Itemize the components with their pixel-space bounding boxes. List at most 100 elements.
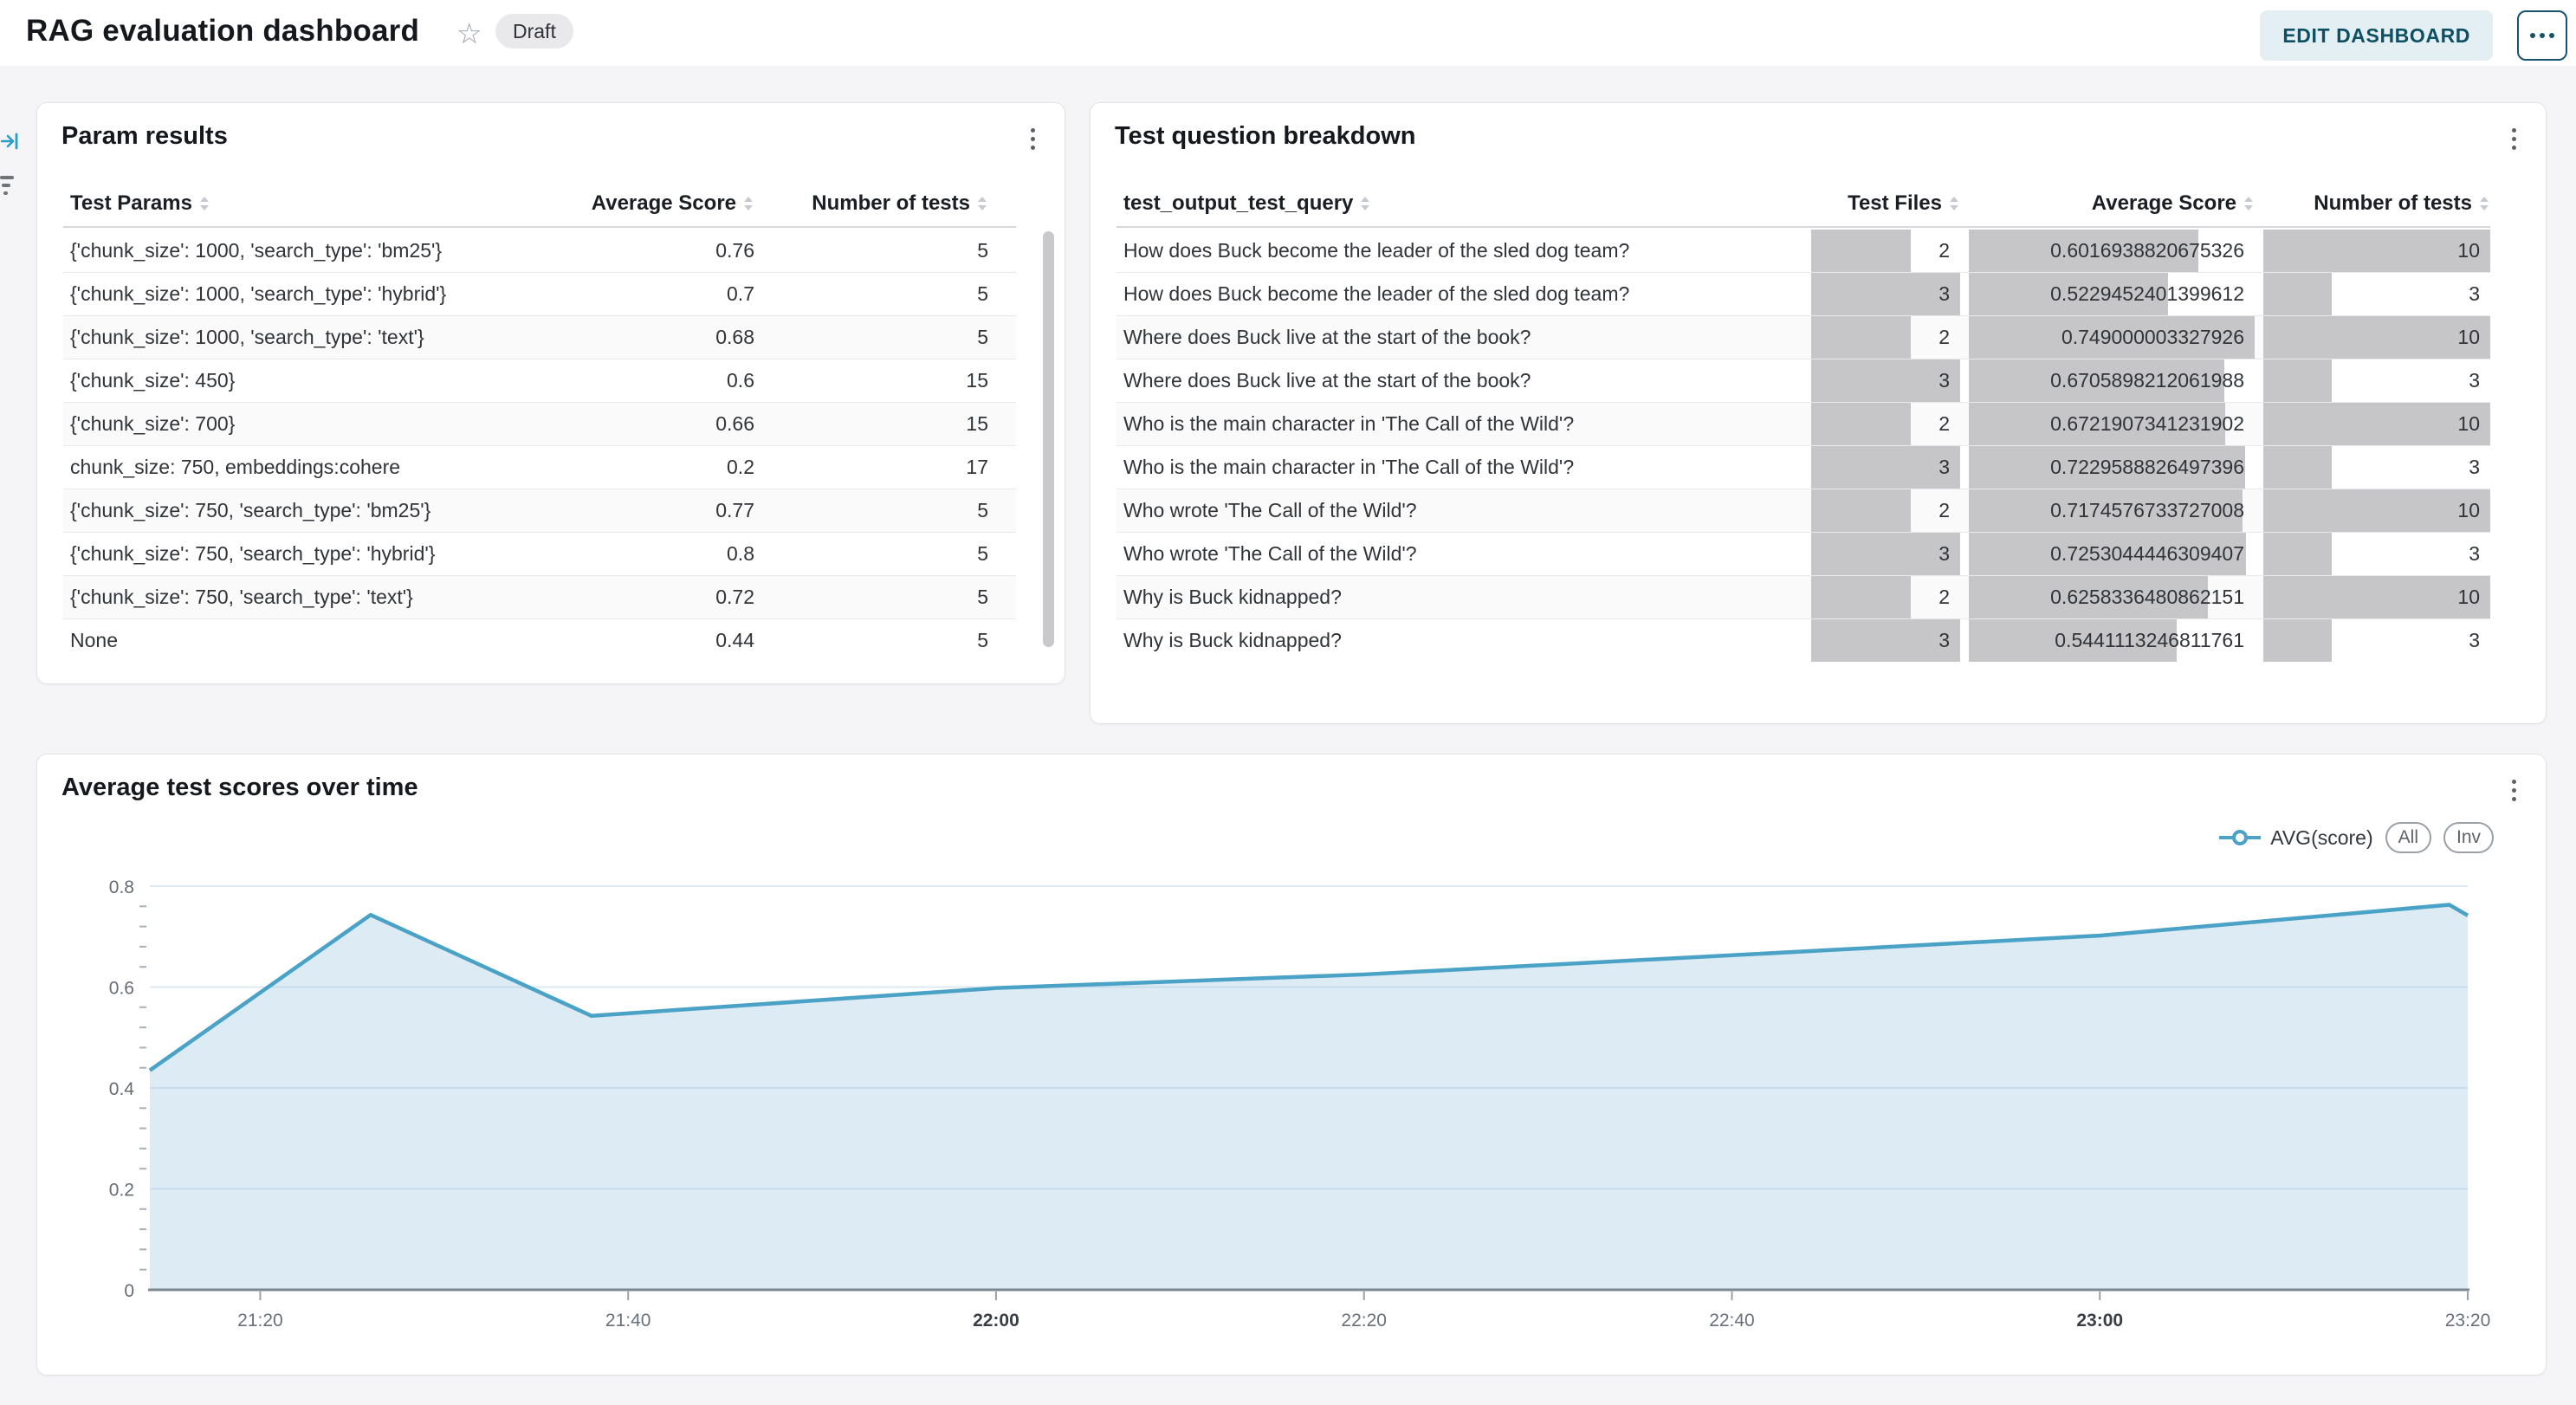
data-bar-cell: 0.749000003327926 <box>1969 316 2255 359</box>
table-row: {'chunk_size': 1000, 'search_type': 'bm2… <box>63 230 1016 273</box>
svg-text:22:00: 22:00 <box>973 1311 1019 1331</box>
cell-value: 2 <box>1938 412 1950 435</box>
cell-value: 3 <box>1938 456 1950 478</box>
more-options-button[interactable] <box>2517 10 2567 61</box>
table-cell: {'chunk_size': 750, 'search_type': 'bm25… <box>70 499 431 521</box>
kebab-menu-icon[interactable] <box>1019 124 1045 153</box>
svg-text:22:40: 22:40 <box>1709 1311 1755 1331</box>
data-bar-cell: 3 <box>2263 446 2490 489</box>
table-cell: 5 <box>977 629 988 651</box>
table-row: Where does Buck live at the start of the… <box>1116 359 2490 403</box>
legend-line-marker-icon <box>2219 830 2262 845</box>
table-cell: 0.72 <box>715 586 754 608</box>
favorite-star-icon[interactable]: ☆ <box>456 17 482 49</box>
table-header: test_output_test_query Test Files Averag… <box>1116 181 2490 228</box>
table-cell: 15 <box>966 412 988 435</box>
table-cell: 0.44 <box>715 629 754 651</box>
cell-value: 0.749000003327926 <box>2061 326 2244 348</box>
query-cell: Why is Buck kidnapped? <box>1123 586 1342 608</box>
data-bar-cell: 3 <box>1811 619 1960 662</box>
cell-value: 0.5229452401399612 <box>2050 282 2244 305</box>
column-header-average-score[interactable]: Average Score <box>1969 181 2255 226</box>
data-bar <box>2263 533 2332 575</box>
column-header-test-params[interactable]: Test Params <box>70 181 625 226</box>
svg-text:0.2: 0.2 <box>109 1181 134 1201</box>
data-bar-cell: 2 <box>1811 489 1960 532</box>
table-row: {'chunk_size': 750, 'search_type': 'bm25… <box>63 489 1016 533</box>
data-bar-cell: 3 <box>1811 533 1960 575</box>
column-header-number-of-tests[interactable]: Number of tests <box>2263 181 2490 226</box>
cell-value: 2 <box>1938 239 1950 262</box>
question-breakdown-rows: How does Buck become the leader of the s… <box>1116 230 2490 663</box>
top-bar: RAG evaluation dashboard ☆ Draft EDIT DA… <box>0 0 2576 66</box>
table-cell: None <box>70 629 118 651</box>
column-header-average-score[interactable]: Average Score <box>444 181 754 226</box>
query-cell: Who is the main character in 'The Call o… <box>1123 412 1575 435</box>
column-header-number-of-tests[interactable]: Number of tests <box>773 181 988 226</box>
data-bar-cell: 0.7174576733727008 <box>1969 489 2255 532</box>
legend-item-avg-score[interactable]: AVG(score) <box>2218 826 2373 850</box>
table-cell: 0.76 <box>715 239 754 262</box>
cell-value: 3 <box>2469 542 2480 565</box>
card-title: Test question breakdown <box>1115 122 1416 150</box>
data-bar <box>1969 230 2199 272</box>
svg-text:23:00: 23:00 <box>2076 1311 2123 1331</box>
data-bar <box>1969 533 2246 575</box>
table-row: How does Buck become the leader of the s… <box>1116 273 2490 316</box>
cell-value: 3 <box>2469 629 2480 651</box>
table-cell: {'chunk_size': 1000, 'search_type': 'tex… <box>70 326 424 348</box>
data-bar <box>1969 403 2226 445</box>
table-cell: 5 <box>977 239 988 262</box>
data-bar <box>1811 446 1960 489</box>
sort-icon <box>1950 197 1958 210</box>
filter-icon[interactable] <box>0 176 16 198</box>
table-cell: 0.7 <box>727 282 754 305</box>
data-bar <box>2263 576 2490 618</box>
kebab-menu-icon[interactable] <box>2501 775 2527 805</box>
cell-value: 10 <box>2457 326 2480 348</box>
data-bar <box>1811 619 1960 662</box>
cell-value: 3 <box>2469 282 2480 305</box>
collapse-panel-icon[interactable] <box>1 130 20 152</box>
table-row: {'chunk_size': 700} 0.66 15 <box>63 403 1016 446</box>
svg-text:0.8: 0.8 <box>109 877 134 897</box>
data-bar <box>1969 489 2243 532</box>
ellipsis-icon <box>2530 33 2535 38</box>
table-row: {'chunk_size': 450} 0.6 15 <box>63 359 1016 403</box>
sort-icon <box>199 197 209 210</box>
table-row: {'chunk_size': 1000, 'search_type': 'tex… <box>63 316 1016 359</box>
scores-area-chart[interactable]: 0 0.2 0.4 0.6 0.8 21:20 21:40 22:00 22:20 22:40 23… <box>37 754 2547 1376</box>
data-bar-cell: 0.5229452401399612 <box>1969 273 2255 315</box>
cell-value: 3 <box>2469 456 2480 478</box>
data-bar <box>1811 533 1960 575</box>
query-cell: Where does Buck live at the start of the… <box>1123 326 1531 348</box>
legend-filter-all-button[interactable]: All <box>2385 822 2431 853</box>
column-header-test-query[interactable]: test_output_test_query <box>1123 181 1799 226</box>
data-bar-cell: 2 <box>1811 403 1960 445</box>
data-bar <box>1811 403 1911 445</box>
data-bar <box>1811 273 1960 315</box>
data-bar <box>2263 446 2332 489</box>
question-breakdown-card: Test question breakdown test_output_test… <box>1090 102 2547 724</box>
sort-icon <box>1361 197 1370 210</box>
kebab-menu-icon[interactable] <box>2501 124 2527 153</box>
query-cell: Who wrote 'The Call of the Wild'? <box>1123 499 1417 521</box>
edit-dashboard-button[interactable]: EDIT DASHBOARD <box>2260 10 2493 61</box>
table-row: {'chunk_size': 750, 'search_type': 'text… <box>63 576 1016 619</box>
table-cell: 5 <box>977 282 988 305</box>
svg-text:22:20: 22:20 <box>1341 1311 1387 1331</box>
data-bar-cell: 3 <box>1811 273 1960 315</box>
data-bar-cell: 10 <box>2263 576 2490 618</box>
cell-value: 0.6258336480862151 <box>2050 586 2244 608</box>
data-bar <box>2263 230 2490 272</box>
vertical-scrollbar[interactable] <box>1043 231 1054 647</box>
data-bar-cell: 3 <box>1811 359 1960 402</box>
data-bar-cell: 3 <box>2263 359 2490 402</box>
column-header-test-files[interactable]: Test Files <box>1811 181 1960 226</box>
data-bar <box>1969 576 2208 618</box>
table-row: Who wrote 'The Call of the Wild'? 2 0.7174… <box>1116 489 2490 533</box>
param-results-rows: {'chunk_size': 1000, 'search_type': 'bm2… <box>63 230 1016 663</box>
cell-value: 0.7253044446309407 <box>2050 542 2244 565</box>
legend-filter-inv-button[interactable]: Inv <box>2443 822 2494 853</box>
card-title: Param results <box>61 122 228 150</box>
